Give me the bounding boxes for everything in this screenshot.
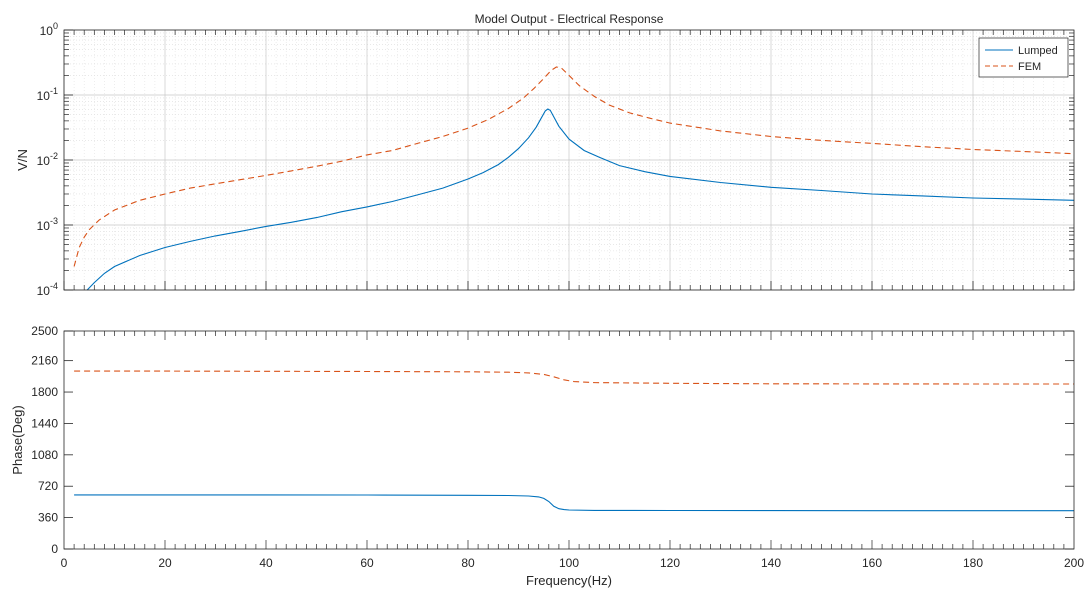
top-series-lumped [86,108,1075,291]
top-y-tick-label: 10-3 [37,216,58,233]
top-ytick-labels: 10-4 10-3 10-2 10-1 100 [37,21,58,298]
legend: Lumped FEM [978,37,1069,78]
x-tick-label: 60 [360,556,374,570]
bottom-xtick-labels: 0 20 40 60 80 100 120 140 160 180 200 [61,556,1085,570]
top-series-fem [73,66,1075,267]
top-ticks [63,29,1075,291]
top-y-tick-label: 10-2 [37,151,58,168]
bottom-y-tick-label: 2500 [31,324,58,338]
bottom-plot: 0 360 720 1080 1440 1800 2160 2500 0 20 40 60 80 100… [10,324,1084,588]
x-tick-label: 160 [862,556,882,570]
top-y-tick-label: 10-4 [37,281,58,298]
x-tick-label: 200 [1064,556,1084,570]
top-y-tick-label: 100 [40,21,58,38]
x-axis-label: Frequency(Hz) [526,573,612,588]
bottom-ticks [64,330,1074,550]
legend-label-lumped: Lumped [1018,45,1058,57]
bottom-y-tick-label: 2160 [31,354,58,368]
bottom-y-tick-label: 360 [38,511,58,525]
bottom-series-fem [74,370,1074,385]
x-tick-label: 140 [761,556,781,570]
top-y-tick-label: 10-1 [37,86,58,103]
bottom-y-tick-label: 1800 [31,385,58,399]
x-tick-label: 120 [660,556,680,570]
legend-label-fem: FEM [1018,61,1041,73]
bottom-y-tick-label: 1440 [31,416,58,430]
x-tick-label: 80 [461,556,475,570]
bottom-y-axis-label: Phase(Deg) [10,405,25,474]
x-tick-label: 20 [158,556,172,570]
top-y-axis-label: V/N [15,149,30,171]
x-tick-label: 40 [259,556,273,570]
chart-title: Model Output - Electrical Response [475,12,664,26]
x-tick-label: 0 [61,556,68,570]
bottom-y-tick-label: 1080 [31,448,58,462]
bottom-series [74,370,1074,512]
bottom-plot-area [64,331,1074,549]
x-tick-label: 180 [963,556,983,570]
top-plot: 10-4 10-3 10-2 10-1 100 Model Output - Elect… [15,12,1075,298]
legend-box [978,37,1069,78]
bottom-series-lumped [74,494,1074,512]
bottom-y-tick-label: 0 [51,542,58,556]
bottom-ytick-labels: 0 360 720 1080 1440 1800 2160 2500 [31,324,58,556]
bottom-y-tick-label: 720 [38,479,58,493]
x-tick-label: 100 [559,556,579,570]
top-series [73,66,1075,291]
